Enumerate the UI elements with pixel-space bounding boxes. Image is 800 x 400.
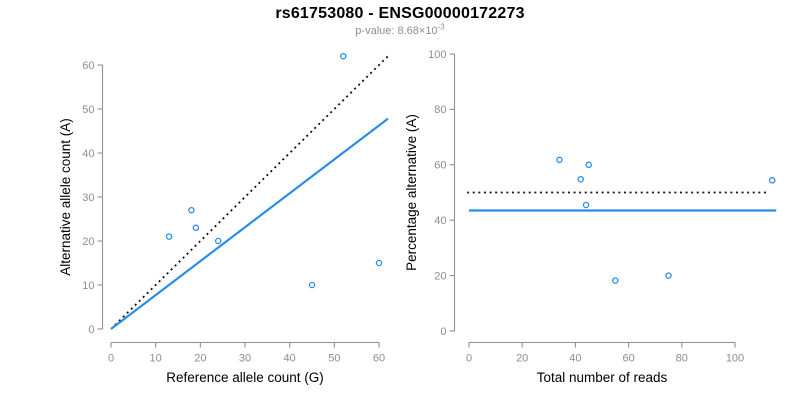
x-tick-label: 0 (108, 353, 114, 365)
data-point (308, 281, 316, 289)
data-point (340, 52, 347, 60)
x-tick-label: 40 (284, 353, 296, 365)
x-tick-label: 60 (622, 353, 634, 365)
x-tick-label: 50 (328, 353, 340, 365)
y-tick-label: 10 (82, 280, 94, 292)
x-tick-label: 80 (676, 353, 688, 365)
pvalue-exponent: -3 (437, 22, 445, 32)
data-point (214, 237, 222, 245)
identity-line-50pct (110, 55, 389, 330)
percentage-vs-coverage-scatter: 0 20 40 60 80 100 0 20 40 60 80 100 Total number of … (404, 49, 777, 385)
data-point (165, 233, 173, 240)
x-tick-label: 100 (726, 353, 744, 365)
y-tick-label: 60 (82, 60, 94, 72)
y-axis-title: Percentage alternative (A) (404, 114, 419, 271)
y-tick-label: 20 (82, 236, 94, 248)
x-tick-label: 0 (466, 353, 472, 365)
data-point (577, 175, 584, 183)
y-tick-label: 0 (440, 326, 446, 338)
y-tick-label: 40 (434, 215, 446, 227)
data-point (192, 224, 200, 232)
data-point (612, 277, 619, 284)
x-tick-label: 20 (194, 353, 206, 365)
x-axis-title: Total number of reads (537, 370, 668, 385)
y-tick-label: 80 (434, 104, 446, 116)
x-tick-label: 30 (239, 353, 251, 365)
figure-title: rs61753080 - ENSG00000172273 (275, 5, 525, 22)
allele-counts-scatter: 0 10 20 30 40 50 60 0 10 20 30 40 50 60 Reference alle… (58, 52, 389, 385)
y-axis-title: Alternative allele count (A) (58, 118, 73, 276)
data-point (188, 206, 195, 214)
y-tick-label: 0 (88, 324, 94, 336)
data-point (582, 201, 590, 209)
pvalue-text: p-value: 8.68×10 (355, 25, 438, 37)
y-tick-label: 40 (82, 148, 94, 160)
fitted-proportion-line (110, 117, 389, 330)
x-axis-title: Reference allele count (G) (166, 370, 324, 385)
x-tick-label: 10 (150, 353, 162, 365)
data-point (768, 177, 776, 184)
y-tick-label: 50 (82, 104, 94, 116)
y-tick-label: 20 (434, 270, 446, 282)
x-tick-label: 60 (373, 353, 385, 365)
x-tick-label: 40 (569, 353, 581, 365)
y-tick-label: 100 (428, 49, 446, 61)
x-tick-label: 20 (516, 353, 528, 365)
data-point (665, 272, 672, 279)
data-point (585, 161, 592, 169)
data-point (556, 156, 563, 164)
figure-subtitle: p-value: 8.68×10-3 (0, 22, 800, 37)
y-tick-label: 60 (434, 160, 446, 172)
data-point (375, 259, 383, 267)
y-tick-label: 30 (82, 192, 94, 204)
